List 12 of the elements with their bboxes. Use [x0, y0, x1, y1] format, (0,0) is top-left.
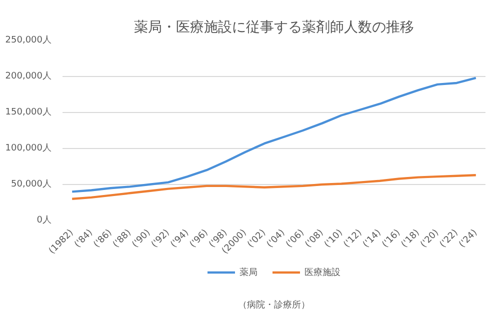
legend-label: 薬局	[240, 266, 258, 278]
y-tick-label: 50,000人	[11, 178, 52, 190]
y-tick-label: 100,000人	[5, 142, 52, 154]
legend-label: 医療施設	[304, 266, 340, 278]
y-tick-label: 0人	[36, 214, 52, 226]
chart-title: 薬局・医療施設に従事する薬剤師人数の推移	[134, 20, 414, 36]
y-tick-label: 250,000人	[5, 34, 52, 46]
line-series	[71, 174, 477, 200]
y-tick-label: 150,000人	[5, 106, 52, 118]
line-series	[71, 76, 477, 193]
y-tick-label: 200,000人	[5, 70, 52, 82]
text: （病院・診療所）	[238, 299, 310, 310]
